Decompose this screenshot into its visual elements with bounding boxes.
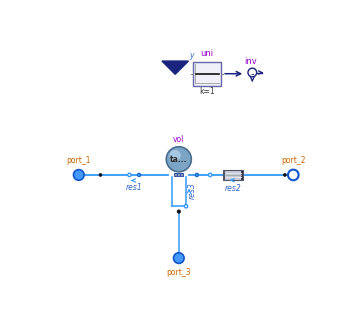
Circle shape [184,205,188,208]
Bar [177,173,180,176]
Circle shape [73,170,84,180]
Bar [174,173,178,176]
Text: y: y [189,51,194,60]
Text: uni: uni [201,49,214,58]
Circle shape [128,173,131,177]
Circle shape [195,173,199,177]
Text: -: - [250,69,254,79]
Text: res3: res3 [187,182,196,199]
Circle shape [248,68,257,77]
Circle shape [99,173,102,177]
Circle shape [166,147,191,172]
Bar [180,173,183,176]
Bar [223,170,225,180]
Circle shape [288,170,299,180]
Circle shape [177,210,180,213]
Circle shape [170,150,181,161]
Bar [193,62,221,86]
Text: port_2: port_2 [281,156,306,165]
Text: res2: res2 [225,184,241,193]
Circle shape [137,173,141,177]
Text: res1: res1 [126,183,143,192]
Bar [225,170,241,180]
Text: vol: vol [173,135,184,144]
Text: port_3: port_3 [167,268,191,277]
Circle shape [208,173,212,177]
Text: inv: inv [245,58,257,66]
Polygon shape [162,61,188,74]
Bar [241,170,243,180]
Circle shape [284,173,286,177]
Text: port_1: port_1 [66,156,91,165]
Bar [223,170,243,180]
Circle shape [174,253,184,263]
Text: ta...: ta... [170,155,188,164]
Text: k=1: k=1 [199,87,215,96]
